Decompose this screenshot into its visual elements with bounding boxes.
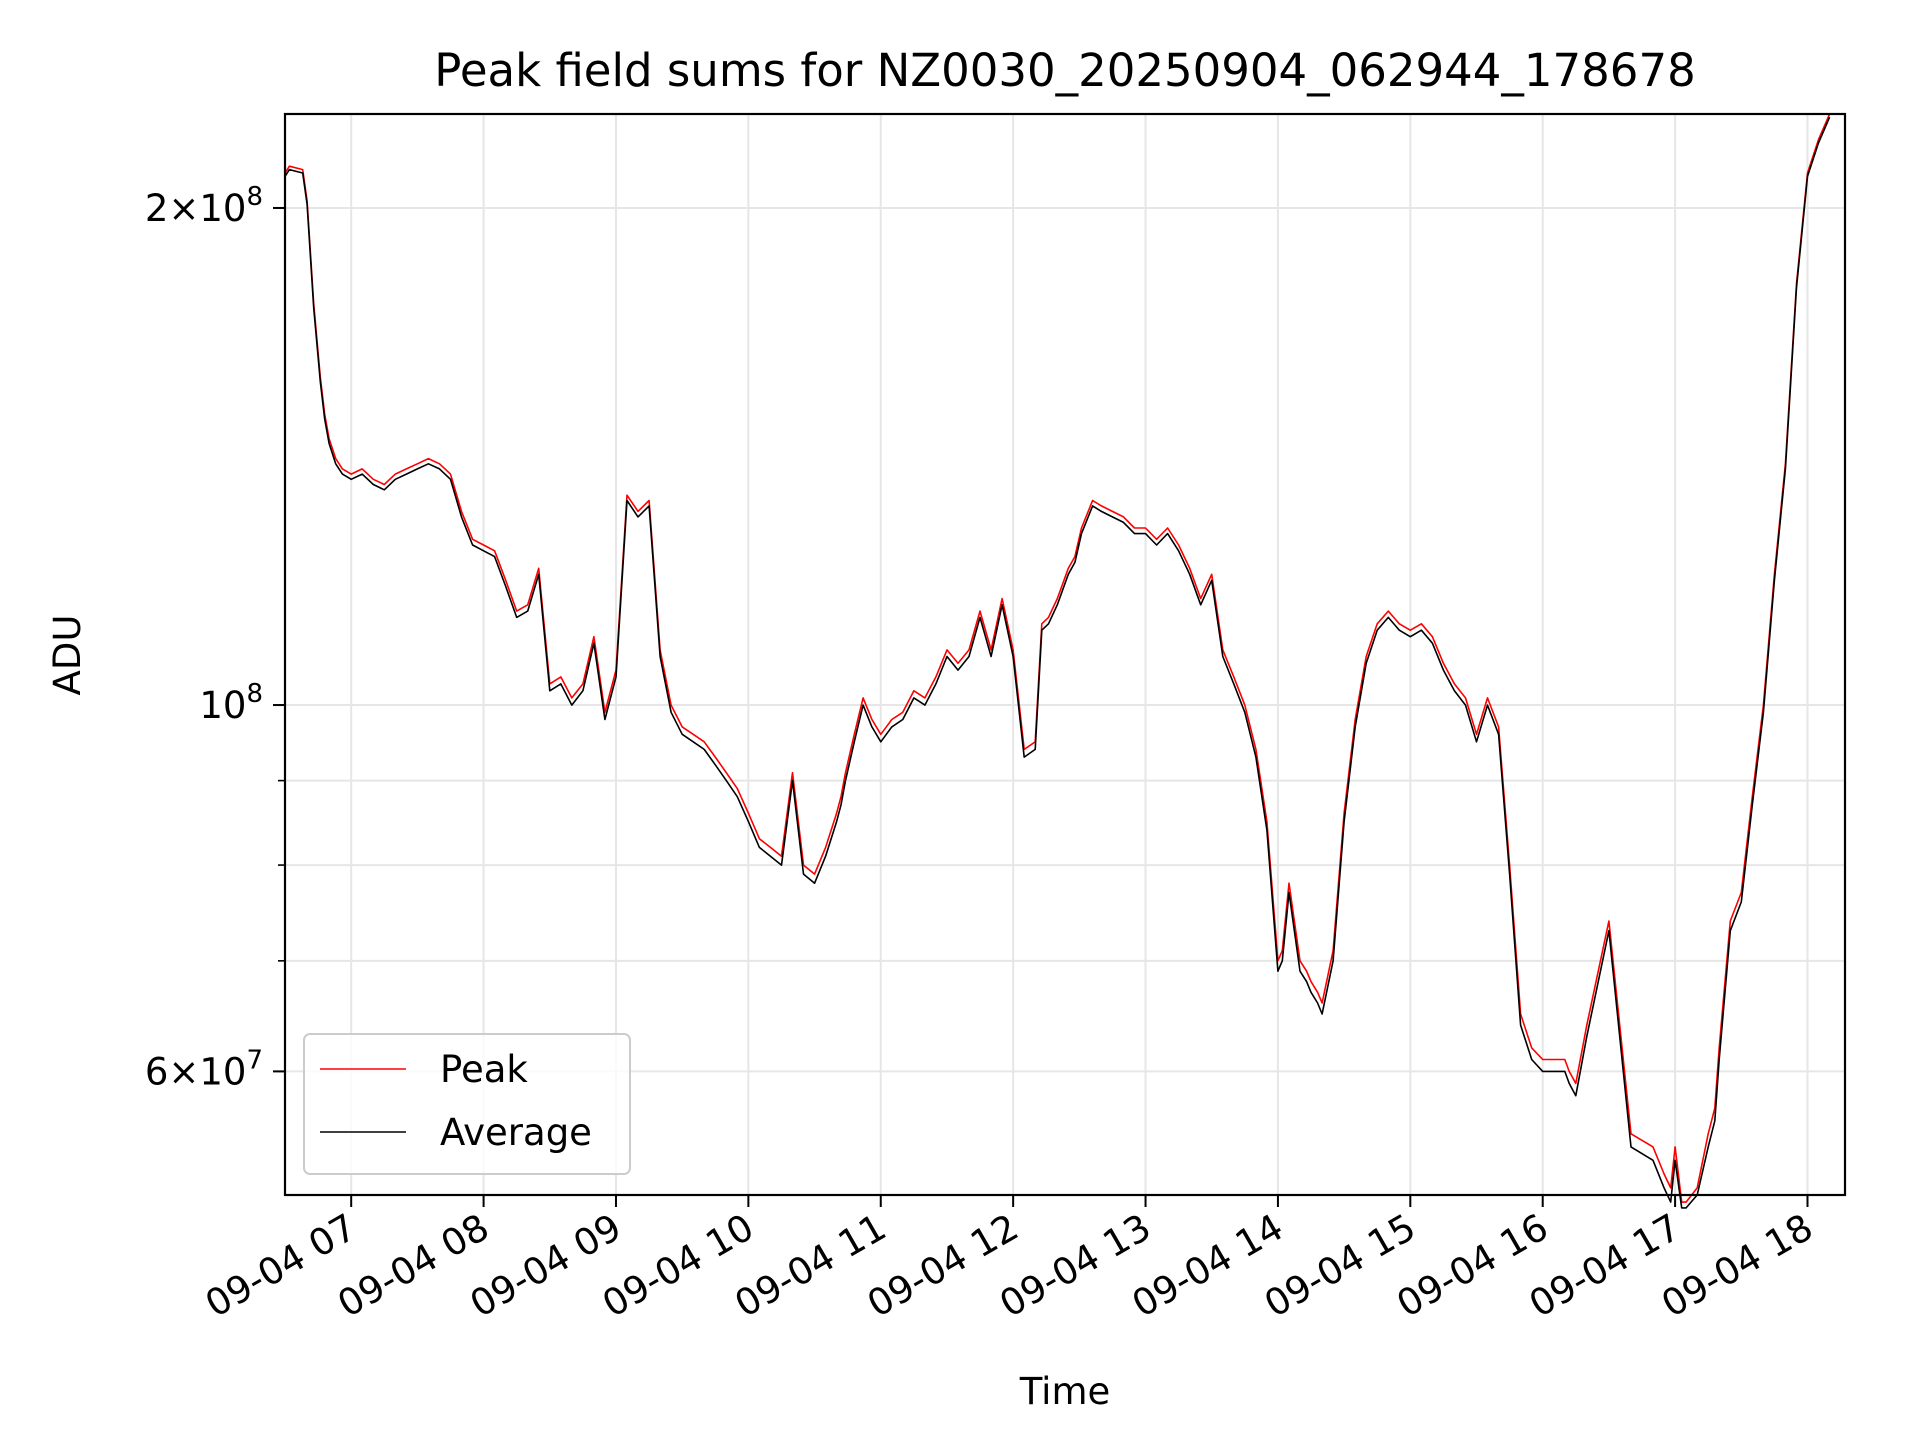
y-tick-label: 6×107	[145, 1045, 263, 1093]
series-line-average	[284, 116, 1831, 1209]
x-tick-label: 09-04 15	[1257, 1206, 1423, 1326]
y-tick-label: 108	[199, 679, 263, 727]
x-tick-label: 09-04 17	[1522, 1206, 1688, 1326]
x-tick-label: 09-04 14	[1125, 1206, 1291, 1326]
x-tick-label: 09-04 13	[992, 1206, 1158, 1326]
x-tick-label: 09-04 07	[198, 1206, 364, 1326]
x-tick-label: 09-04 10	[595, 1206, 761, 1326]
x-axis-label: Time	[1019, 1370, 1111, 1413]
x-tick-label: 09-04 16	[1390, 1206, 1556, 1326]
y-axis-ticks: 2×108 108 6×107	[145, 182, 285, 1093]
x-tick-label: 09-04 12	[860, 1206, 1026, 1326]
legend-label-peak: Peak	[440, 1048, 528, 1091]
y-tick-label: 2×108	[145, 182, 263, 230]
series-layer	[284, 113, 1831, 1209]
axes-frame	[283, 112, 1847, 1197]
y-axis-label: ADU	[46, 615, 89, 696]
x-tick-label: 09-04 18	[1654, 1206, 1820, 1326]
series-line-peak	[284, 113, 1831, 1203]
chart-title: Peak field sums for NZ0030_20250904_0629…	[434, 44, 1695, 97]
x-tick-label: 09-04 11	[728, 1206, 894, 1326]
legend: Peak Average	[303, 1033, 631, 1175]
x-tick-label: 09-04 09	[463, 1206, 629, 1326]
grid	[285, 114, 1845, 1195]
x-tick-label: 09-04 08	[331, 1206, 497, 1326]
legend-label-average: Average	[440, 1111, 592, 1154]
